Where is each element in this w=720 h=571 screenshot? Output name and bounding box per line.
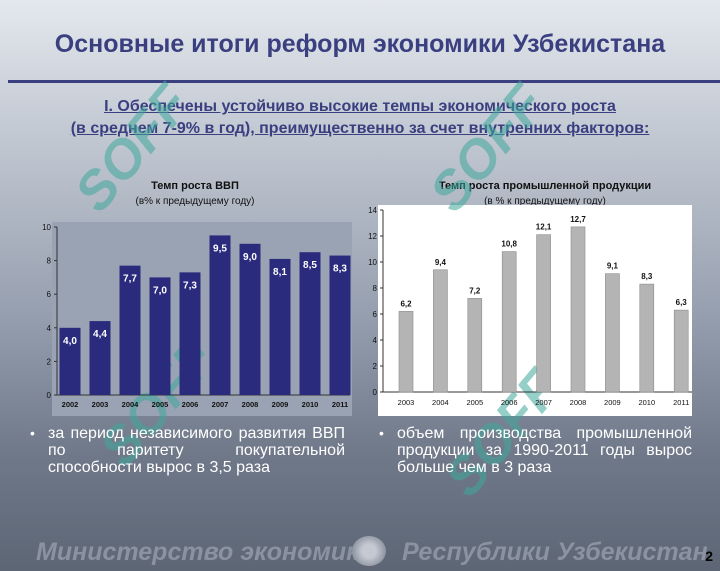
chart1-bar-2006 [501, 251, 517, 393]
chart0-ytick-label: 4 [47, 324, 52, 333]
footer-ministry: Министерство экономики [36, 538, 375, 566]
bullet-left-dot: • [30, 425, 35, 441]
chart1-category-label-2005: 2005 [466, 398, 483, 407]
chart0-ytick-label: 10 [42, 223, 51, 232]
footer-country: Республики Узбекистан [402, 538, 708, 566]
chart0-value-label-2004: 7,7 [123, 274, 137, 285]
chart1-ytick-label: 12 [368, 232, 377, 241]
chart1-bar-2007 [536, 234, 551, 393]
chart1-value-label-2007: 12,1 [536, 223, 552, 232]
slide-subtitle: I. Обеспечены устойчиво высокие темпы эк… [0, 96, 720, 140]
chart0-value-label-2005: 7,0 [153, 285, 167, 296]
chart1-bar-2005 [467, 298, 483, 393]
chart0-value-label-2011: 8,3 [333, 264, 347, 275]
chart0-category-label-2002: 2002 [62, 400, 79, 409]
chart1-value-label-2008: 12,7 [570, 215, 586, 224]
industry-chart-heading: Темп роста промышленной продукции (в % к… [395, 180, 695, 207]
chart0-bar-2008 [239, 243, 261, 395]
chart1-category-label-2008: 2008 [570, 398, 587, 407]
chart0-category-label-2005: 2005 [152, 400, 169, 409]
watermark-0: SOFF [63, 72, 203, 222]
chart1-bar-2003 [398, 311, 414, 393]
slide-title: Основные итоги реформ экономики Узбекист… [54, 30, 666, 58]
gdp-bar-chart: 0 2 4 6 8 10 4,0 2002 4,4 2003 7,7 2004 7,0 2005 7,3 20… [42, 223, 351, 409]
chart0-bar-2010 [299, 252, 321, 395]
chart0-value-label-2002: 4,0 [63, 336, 77, 347]
chart1-bar-2011 [673, 309, 689, 393]
chart0-category-label-2003: 2003 [92, 400, 109, 409]
chart1-bar-2004 [433, 269, 448, 393]
chart1-value-label-2011: 6,3 [676, 298, 688, 307]
chart0-bar-2011 [329, 255, 351, 395]
bullet-right-dot: • [379, 425, 384, 441]
chart1-category-label-2009: 2009 [604, 398, 621, 407]
chart0-category-label-2004: 2004 [122, 400, 140, 409]
chart1-ytick-label: 8 [373, 284, 378, 293]
chart0-value-label-2009: 8,1 [273, 267, 287, 278]
chart1-category-label-2010: 2010 [638, 398, 655, 407]
bullet-left-text: за период независимого развития ВВП по п… [48, 425, 345, 476]
gdp-chart-heading: Темп роста ВВП (в% к предыдущему году) [60, 180, 330, 207]
chart1-ytick-label: 0 [373, 388, 378, 397]
chart1-category-label-2011: 2011 [673, 398, 689, 407]
chart1-ytick-label: 10 [368, 258, 377, 267]
chart0-category-label-2007: 2007 [212, 400, 229, 409]
chart0-value-label-2008: 9,0 [243, 252, 257, 263]
watermark-1: SOFF [418, 72, 558, 222]
chart0-ytick-label: 6 [47, 290, 52, 299]
chart0-bar-2002 [59, 327, 81, 395]
chart1-category-label-2004: 2004 [432, 398, 449, 407]
chart1-category-label-2006: 2006 [501, 398, 518, 407]
chart1-ytick-label: 4 [373, 336, 378, 345]
chart0-value-label-2007: 9,5 [213, 243, 227, 254]
chart0-category-label-2009: 2009 [272, 400, 289, 409]
subtitle-line-2: (в среднем 7-9% в год), преимущественно … [70, 120, 650, 137]
chart1-value-label-2005: 7,2 [469, 286, 481, 295]
page-number: 2 [705, 548, 713, 564]
chart0-value-label-2006: 7,3 [183, 280, 197, 291]
state-emblem-icon [352, 536, 386, 566]
chart0-ytick-label: 2 [47, 357, 52, 366]
chart0-value-label-2010: 8,5 [303, 260, 317, 271]
chart0-bar-2006 [179, 272, 201, 395]
chart0-bar-2004 [119, 265, 141, 395]
chart0-bar-2003 [89, 321, 111, 395]
chart1-value-label-2004: 9,4 [435, 258, 447, 267]
bullet-right: • объем производства промышленной продук… [379, 425, 692, 476]
chart0-category-label-2006: 2006 [182, 400, 199, 409]
chart0-bar-2009 [269, 258, 291, 395]
industry-bar-chart: 0 2 4 6 8 10 12 14 6,2 2003 9,4 2004 7,2 2005 10,8 2006… [368, 206, 692, 407]
chart0-category-label-2010: 2010 [302, 400, 319, 409]
chart1-ytick-label: 14 [368, 206, 377, 215]
gdp-chart-subtitle: (в% к предыдущему году) [135, 196, 255, 207]
chart0-bar-2007 [209, 235, 231, 395]
chart1-category-label-2003: 2003 [398, 398, 415, 407]
subtitle-line-1: I. Обеспечены устойчиво высокие темпы эк… [104, 98, 616, 115]
chart1-bar-2009 [605, 273, 620, 393]
chart1-value-label-2010: 8,3 [641, 272, 653, 281]
chart0-category-label-2011: 2011 [332, 400, 348, 409]
chart0-value-label-2003: 4,4 [93, 329, 107, 340]
gdp-chart-title: Темп роста ВВП [151, 180, 239, 192]
chart1-bar-2008 [570, 226, 586, 393]
chart1-value-label-2006: 10,8 [501, 240, 517, 249]
title-divider [8, 80, 720, 83]
chart1-value-label-2009: 9,1 [607, 262, 619, 271]
chart1-category-label-2007: 2007 [535, 398, 552, 407]
chart1-bar-2010 [639, 283, 655, 393]
chart1-ytick-label: 2 [373, 362, 378, 371]
bullet-left: • за период независимого развития ВВП по… [30, 425, 345, 476]
chart0-ytick-label: 8 [47, 257, 52, 266]
chart1-ytick-label: 6 [373, 310, 378, 319]
chart0-category-label-2008: 2008 [242, 400, 259, 409]
chart0-bar-2005 [149, 277, 171, 395]
industry-chart-subtitle: (в % к предыдущему году) [484, 196, 606, 207]
chart1-value-label-2003: 6,2 [400, 299, 412, 308]
bullet-right-text: объем производства промышленной продукци… [397, 425, 692, 476]
chart0-ytick-label: 0 [47, 391, 52, 400]
industry-chart-title: Темп роста промышленной продукции [438, 180, 652, 192]
